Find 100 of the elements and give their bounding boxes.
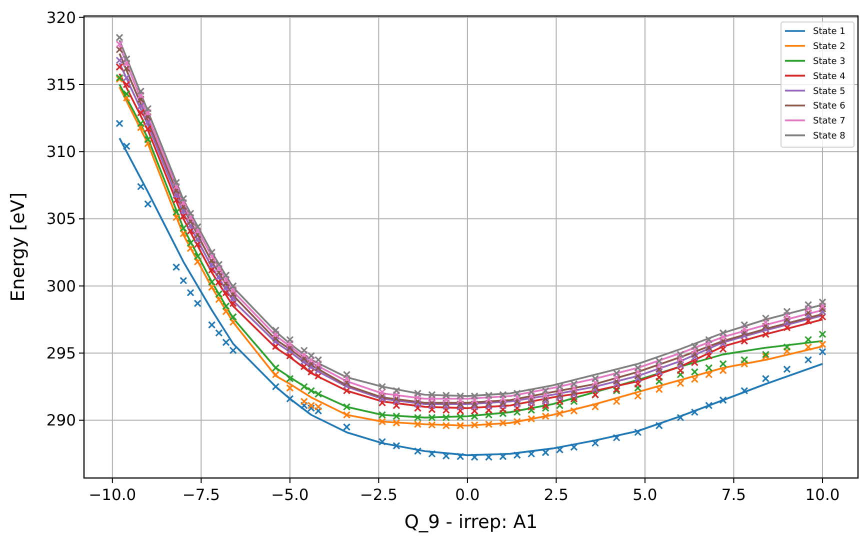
point <box>705 336 712 344</box>
x-tick-label: 0.0 <box>455 486 480 504</box>
point <box>378 438 386 446</box>
point <box>116 63 124 71</box>
point <box>612 434 620 442</box>
legend-label: State 7 <box>813 116 846 127</box>
point <box>528 388 535 396</box>
point <box>570 380 578 388</box>
point <box>428 414 436 422</box>
y-tick-label: 310 <box>46 143 76 162</box>
point <box>308 387 315 394</box>
point <box>137 88 144 95</box>
point <box>719 396 727 404</box>
point <box>705 364 712 372</box>
point <box>137 182 144 190</box>
point <box>208 278 216 286</box>
point <box>656 358 663 365</box>
point <box>222 272 230 279</box>
point <box>804 301 812 308</box>
point <box>442 452 450 460</box>
point <box>804 343 812 351</box>
y-tick-label: 300 <box>46 277 76 296</box>
point <box>123 142 130 150</box>
point <box>691 408 698 416</box>
y-tick-label: 315 <box>46 76 76 94</box>
point <box>691 368 698 376</box>
point <box>592 403 599 410</box>
point <box>392 419 400 427</box>
point <box>378 383 386 390</box>
point <box>180 224 188 232</box>
point <box>272 383 280 390</box>
point <box>137 120 144 128</box>
point <box>186 289 194 296</box>
point <box>116 40 124 48</box>
point <box>719 329 727 337</box>
point <box>592 439 599 447</box>
point <box>818 298 826 306</box>
point <box>286 375 294 382</box>
point <box>556 410 564 418</box>
point <box>208 248 216 256</box>
point <box>392 442 400 450</box>
point <box>272 326 280 334</box>
point <box>442 392 450 400</box>
point <box>286 384 294 392</box>
point <box>570 444 578 451</box>
point <box>186 210 194 218</box>
legend-label: State 1 <box>813 27 846 38</box>
point <box>378 411 386 418</box>
point <box>691 376 698 383</box>
point <box>634 392 642 400</box>
point <box>740 321 748 328</box>
point <box>343 423 350 431</box>
y-tick-label: 295 <box>46 344 76 363</box>
point <box>705 370 712 378</box>
point <box>499 391 507 398</box>
point <box>300 398 308 406</box>
y-axis-title: Energy [eV] <box>8 192 29 302</box>
point <box>230 282 237 290</box>
point <box>542 412 550 420</box>
point <box>499 419 507 427</box>
point <box>528 450 535 458</box>
point <box>123 55 130 63</box>
point <box>414 448 422 455</box>
x-tick-label: −2.5 <box>360 486 398 504</box>
point <box>691 342 698 350</box>
legend-label: State 5 <box>813 86 846 97</box>
point <box>656 386 663 393</box>
point <box>514 418 521 426</box>
x-tick-label: −10.0 <box>88 486 136 504</box>
x-tick-label: −5.0 <box>271 486 309 504</box>
point <box>656 422 663 430</box>
point <box>556 446 564 454</box>
point <box>414 414 422 422</box>
point <box>470 421 478 429</box>
point <box>116 34 124 42</box>
point <box>392 412 400 420</box>
y-tick-label: 305 <box>46 210 76 228</box>
x-tick-label: 5.0 <box>632 486 658 504</box>
point <box>456 422 464 430</box>
point <box>230 346 237 354</box>
point <box>528 415 535 423</box>
point <box>556 383 564 390</box>
point <box>485 392 492 400</box>
point <box>804 336 812 344</box>
legend-label: State 6 <box>813 102 846 112</box>
x-axis-title: Q_9 - irrep: A1 <box>404 512 538 533</box>
point <box>740 356 748 364</box>
point <box>514 390 521 397</box>
x-tick-label: 2.5 <box>544 486 569 504</box>
point <box>300 383 308 390</box>
point <box>740 387 748 394</box>
point <box>180 276 188 284</box>
point <box>719 360 727 368</box>
point <box>719 366 727 374</box>
point <box>783 343 791 351</box>
point <box>612 370 620 377</box>
x-tick-label: 10.0 <box>805 486 840 504</box>
point <box>144 105 152 112</box>
point <box>215 329 223 337</box>
legend-label: State 3 <box>813 56 846 67</box>
